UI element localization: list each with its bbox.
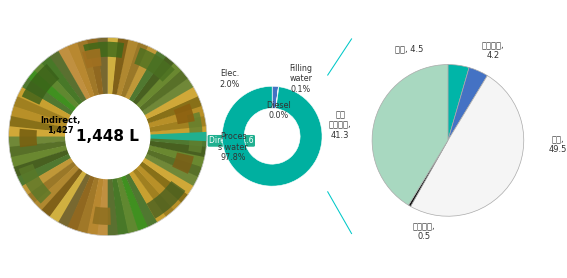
Wedge shape [149, 141, 206, 157]
Wedge shape [108, 178, 119, 236]
Wedge shape [125, 46, 157, 100]
Wedge shape [67, 175, 95, 231]
Wedge shape [146, 149, 202, 177]
Wedge shape [13, 96, 69, 124]
Wedge shape [128, 50, 166, 103]
Wedge shape [83, 42, 124, 59]
Wedge shape [41, 56, 83, 106]
Wedge shape [187, 112, 202, 153]
Wedge shape [14, 150, 70, 178]
Wedge shape [17, 87, 71, 120]
Wedge shape [146, 95, 202, 123]
Text: 1,448 L: 1,448 L [77, 129, 139, 144]
Wedge shape [150, 125, 207, 136]
Text: Filling
water
0.1%: Filling water 0.1% [290, 64, 312, 94]
Wedge shape [116, 176, 139, 234]
Wedge shape [142, 157, 194, 195]
Wedge shape [276, 87, 279, 108]
Wedge shape [19, 164, 52, 203]
Wedge shape [57, 46, 91, 100]
Wedge shape [129, 170, 167, 222]
Text: 수세,
49.5: 수세, 49.5 [549, 135, 567, 154]
Wedge shape [136, 164, 182, 210]
Wedge shape [133, 168, 175, 217]
Wedge shape [172, 153, 194, 174]
Wedge shape [142, 78, 193, 116]
Wedge shape [67, 42, 95, 98]
Wedge shape [222, 86, 322, 186]
Wedge shape [9, 136, 66, 148]
Wedge shape [96, 38, 108, 95]
Wedge shape [77, 39, 99, 97]
Wedge shape [58, 173, 91, 227]
Text: 기기
바닥세정,
41.3: 기기 바닥세정, 41.3 [329, 110, 352, 140]
Wedge shape [19, 129, 37, 147]
Wedge shape [134, 48, 175, 82]
Wedge shape [120, 42, 148, 98]
Text: 철지, 4.5: 철지, 4.5 [395, 44, 424, 54]
Wedge shape [49, 170, 87, 223]
Wedge shape [9, 116, 67, 133]
Wedge shape [82, 49, 101, 69]
Text: Proces
s water
97.8%: Proces s water 97.8% [218, 132, 248, 162]
Wedge shape [144, 86, 198, 120]
Wedge shape [22, 158, 74, 195]
Wedge shape [86, 38, 103, 96]
Text: 탈수성형,
4.2: 탈수성형, 4.2 [481, 41, 504, 60]
Wedge shape [11, 145, 68, 168]
Wedge shape [144, 153, 198, 186]
Text: Direct, 21.6: Direct, 21.6 [209, 136, 253, 145]
Wedge shape [49, 51, 87, 103]
Wedge shape [150, 132, 207, 141]
Wedge shape [28, 161, 77, 203]
Wedge shape [139, 70, 188, 112]
Wedge shape [27, 70, 77, 112]
Wedge shape [98, 178, 109, 236]
Wedge shape [411, 76, 524, 216]
Wedge shape [17, 154, 71, 187]
Wedge shape [448, 64, 469, 140]
Wedge shape [147, 145, 205, 167]
Wedge shape [408, 140, 448, 206]
Wedge shape [146, 181, 185, 219]
Wedge shape [9, 126, 66, 137]
Wedge shape [147, 105, 205, 128]
Wedge shape [174, 103, 194, 124]
Wedge shape [372, 64, 448, 205]
Text: Indirect,
1,427: Indirect, 1,427 [40, 116, 81, 135]
Wedge shape [121, 175, 149, 231]
Wedge shape [92, 207, 111, 225]
Wedge shape [107, 38, 118, 95]
Wedge shape [41, 168, 83, 217]
Wedge shape [33, 63, 79, 109]
Wedge shape [112, 178, 129, 235]
Wedge shape [77, 177, 99, 234]
Wedge shape [22, 78, 74, 116]
Wedge shape [276, 87, 278, 108]
Text: Elec.
2.0%: Elec. 2.0% [219, 69, 240, 88]
Wedge shape [150, 136, 207, 147]
Wedge shape [9, 141, 67, 158]
Wedge shape [149, 115, 206, 132]
Wedge shape [125, 173, 158, 227]
Wedge shape [11, 106, 68, 128]
Wedge shape [132, 56, 174, 105]
Wedge shape [116, 39, 138, 96]
Wedge shape [87, 178, 104, 235]
Wedge shape [34, 165, 80, 211]
Text: 장치세정,
0.5: 장치세정, 0.5 [412, 222, 435, 242]
Circle shape [66, 95, 150, 178]
Wedge shape [448, 68, 488, 140]
Wedge shape [22, 64, 60, 105]
Wedge shape [112, 38, 128, 95]
Wedge shape [272, 86, 278, 108]
Text: Diesel
0.0%: Diesel 0.0% [266, 101, 290, 120]
Wedge shape [136, 62, 181, 108]
Wedge shape [139, 161, 188, 203]
